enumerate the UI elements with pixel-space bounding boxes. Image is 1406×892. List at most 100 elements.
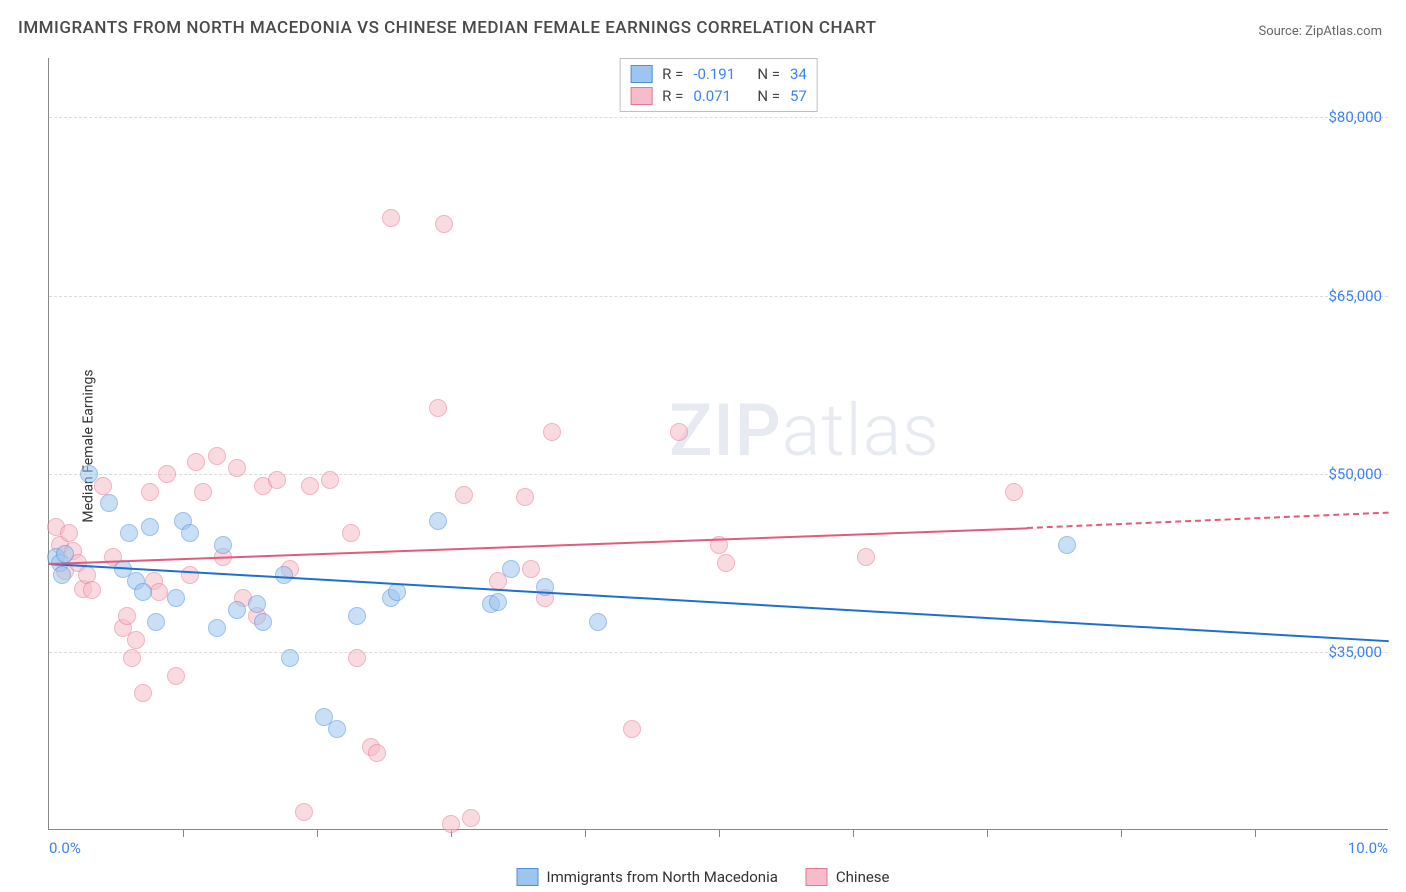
x-tick (1121, 829, 1122, 837)
marker-blue (248, 595, 266, 613)
watermark: ZIPatlas (669, 388, 940, 473)
marker-pink (208, 447, 226, 465)
n-value-pink: 57 (790, 87, 807, 105)
marker-blue (80, 465, 98, 483)
marker-pink (623, 720, 641, 738)
marker-blue (328, 720, 346, 738)
marker-pink (187, 453, 205, 471)
marker-pink (83, 581, 101, 599)
marker-pink (158, 465, 176, 483)
r-label: R = (662, 87, 683, 105)
x-tick-label: 0.0% (49, 839, 81, 857)
marker-blue (147, 613, 165, 631)
x-tick (1255, 829, 1256, 837)
x-tick (719, 829, 720, 837)
marker-pink (127, 631, 145, 649)
marker-pink (543, 423, 561, 441)
marker-pink (442, 815, 460, 833)
marker-blue (275, 566, 293, 584)
n-label: N = (757, 65, 780, 83)
marker-pink (321, 471, 339, 489)
marker-blue (181, 524, 199, 542)
plot-area: ZIPatlas R = -0.191 N = 34 R = 0.071 N =… (48, 58, 1388, 830)
y-tick-label: $65,000 (1328, 287, 1382, 305)
marker-blue (281, 649, 299, 667)
marker-blue (53, 566, 71, 584)
marker-blue (1058, 536, 1076, 554)
marker-blue (141, 518, 159, 536)
n-value-blue: 34 (790, 65, 807, 83)
marker-blue (134, 583, 152, 601)
y-tick-label: $80,000 (1328, 108, 1382, 126)
marker-blue (120, 524, 138, 542)
x-tick (317, 829, 318, 837)
marker-blue (348, 607, 366, 625)
marker-pink (857, 548, 875, 566)
stats-row-blue: R = -0.191 N = 34 (630, 63, 807, 85)
bottom-legend: Immigrants from North Macedonia Chinese (516, 868, 889, 886)
r-label: R = (662, 65, 683, 83)
marker-pink (194, 483, 212, 501)
marker-pink (141, 483, 159, 501)
marker-blue (228, 601, 246, 619)
x-tick (853, 829, 854, 837)
legend-item: Immigrants from North Macedonia (516, 868, 777, 886)
n-label: N = (757, 87, 780, 105)
trend-line-pink-dash (1027, 512, 1389, 529)
marker-pink (295, 803, 313, 821)
marker-pink (150, 583, 168, 601)
marker-pink (181, 566, 199, 584)
y-tick-label: $35,000 (1328, 643, 1382, 661)
marker-blue (208, 619, 226, 637)
legend-item: Chinese (806, 868, 890, 886)
x-tick (183, 829, 184, 837)
marker-pink (717, 554, 735, 572)
marker-pink (368, 744, 386, 762)
marker-pink (522, 560, 540, 578)
marker-pink (118, 607, 136, 625)
marker-pink (228, 459, 246, 477)
gridline-h (49, 117, 1388, 118)
x-tick (585, 829, 586, 837)
marker-pink (670, 423, 688, 441)
legend-swatch (516, 868, 538, 886)
marker-pink (462, 809, 480, 827)
marker-pink (429, 399, 447, 417)
x-tick-label: 10.0% (1348, 839, 1388, 857)
marker-pink (60, 524, 78, 542)
gridline-h (49, 652, 1388, 653)
stats-box: R = -0.191 N = 34 R = 0.071 N = 57 (619, 58, 818, 112)
legend-label: Chinese (836, 868, 890, 886)
marker-pink (342, 524, 360, 542)
marker-pink (455, 486, 473, 504)
marker-blue (100, 494, 118, 512)
y-tick-label: $50,000 (1328, 465, 1382, 483)
chart-title: IMMIGRANTS FROM NORTH MACEDONIA VS CHINE… (18, 18, 876, 38)
x-tick (987, 829, 988, 837)
legend-swatch (806, 868, 828, 886)
marker-blue (429, 512, 447, 530)
marker-pink (167, 667, 185, 685)
marker-pink (348, 649, 366, 667)
marker-blue (254, 613, 272, 631)
marker-blue (214, 536, 232, 554)
legend-label: Immigrants from North Macedonia (546, 868, 777, 886)
marker-pink (301, 477, 319, 495)
gridline-h (49, 296, 1388, 297)
marker-pink (435, 215, 453, 233)
marker-pink (382, 209, 400, 227)
marker-blue (56, 545, 74, 563)
r-value-pink: 0.071 (693, 87, 741, 105)
r-value-blue: -0.191 (693, 65, 741, 83)
marker-blue (489, 593, 507, 611)
stats-row-pink: R = 0.071 N = 57 (630, 85, 807, 107)
swatch-blue (630, 65, 652, 83)
marker-blue (589, 613, 607, 631)
gridline-h (49, 474, 1388, 475)
marker-blue (167, 589, 185, 607)
marker-pink (94, 477, 112, 495)
marker-pink (134, 684, 152, 702)
source-label: Source: ZipAtlas.com (1258, 24, 1382, 39)
marker-pink (1005, 483, 1023, 501)
marker-pink (268, 471, 286, 489)
